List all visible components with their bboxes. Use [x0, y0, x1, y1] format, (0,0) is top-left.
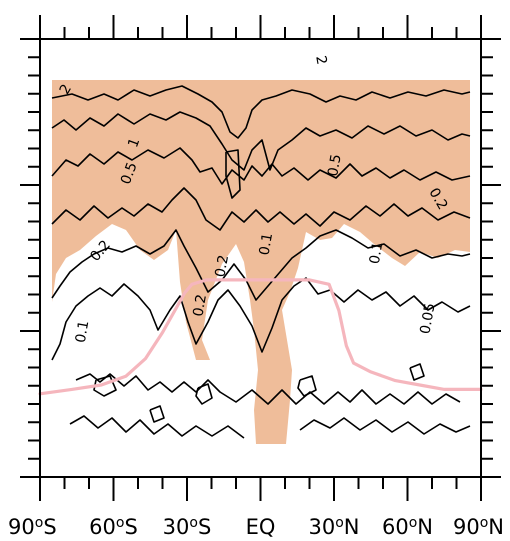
contour-line-13	[409, 363, 425, 381]
contour-line-5	[51, 277, 471, 361]
contour-line-2	[51, 147, 471, 185]
contour-line-9	[225, 149, 241, 199]
contour-line-0	[51, 85, 471, 139]
x-tick-label-5: 60oN	[382, 515, 433, 539]
contour-label-11: 0.1	[367, 241, 387, 266]
contour-label-6: 0.5	[325, 153, 345, 178]
contour-label-2: 0.5	[118, 160, 141, 186]
highlight-line	[38, 278, 483, 396]
contour-line-8	[299, 417, 471, 435]
axis-ticks	[20, 15, 501, 501]
contour-label-8: 0.2	[212, 254, 232, 279]
contour-line-12	[297, 375, 317, 397]
x-tick-label-6: 90oN	[453, 515, 504, 539]
shaded-area	[52, 80, 470, 444]
contour-line-11	[195, 383, 213, 405]
x-tick-labels: 90oS 60oS 30oS EQ 30oN 60oN 90oN	[8, 515, 504, 539]
contour-label-4: 0.1	[73, 319, 93, 344]
x-tick-label-4: 30oN	[308, 515, 359, 539]
contour-line-7	[69, 415, 245, 439]
x-tick-label-0: 90oS	[8, 515, 57, 539]
contour-label-12: 0.05	[417, 302, 438, 335]
contour-label-3: 0.2	[87, 237, 114, 264]
contour-line-10	[93, 375, 117, 397]
contour-label-5: 2	[312, 54, 329, 66]
contour-line-6	[75, 373, 461, 405]
shaded-region	[52, 80, 470, 444]
contour-line-1	[51, 111, 471, 171]
contour-line-14	[149, 405, 165, 423]
contour-label-9: 0.2	[190, 293, 210, 318]
highlight-line-path	[38, 278, 483, 396]
contour-label-10: 0.1	[257, 232, 277, 257]
x-tick-label-1: 60oS	[89, 515, 138, 539]
contour-line-3	[51, 187, 471, 231]
x-tick-label-2: 30oS	[163, 515, 212, 539]
x-tick-label-3: EQ	[246, 515, 276, 539]
